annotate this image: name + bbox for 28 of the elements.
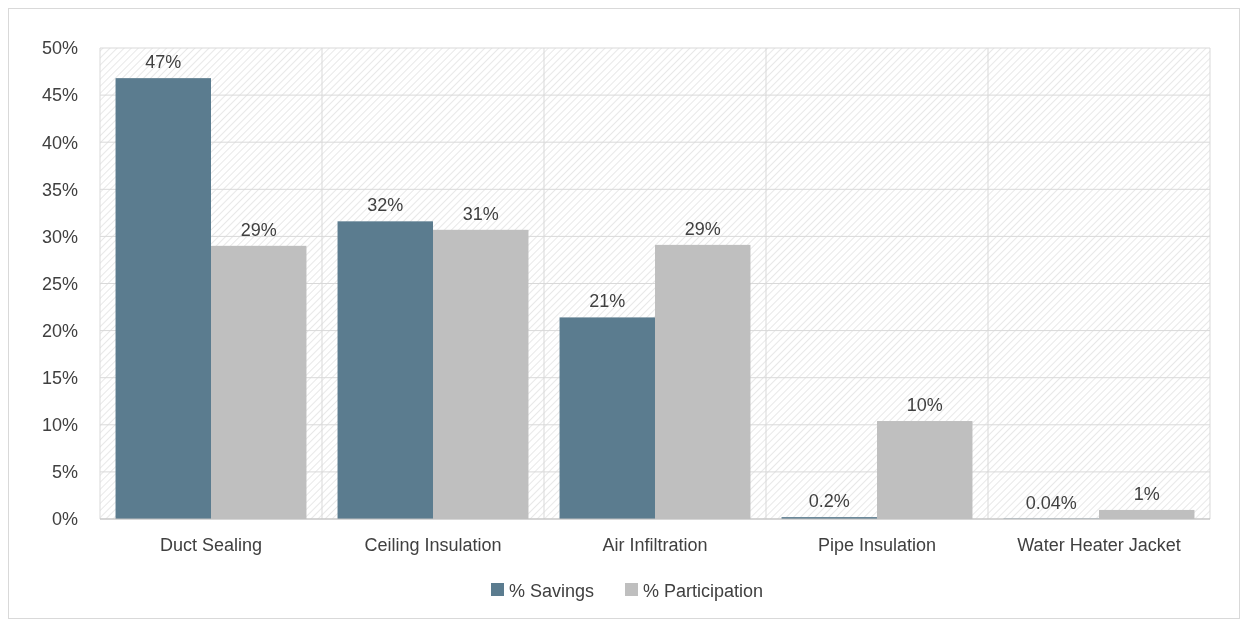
data-label: 31% [462,203,499,224]
data-label: 29% [240,219,277,240]
y-tick-label: 30% [41,226,78,247]
y-tick-label: 5% [51,462,78,483]
y-tick-label: 50% [41,38,78,59]
y-tick-label: 10% [41,415,78,436]
x-tick-label: Water Heater Jacket [1017,535,1181,555]
data-label: 47% [145,52,182,73]
y-tick-label: 40% [41,132,78,153]
y-tick-label: 20% [41,320,78,341]
data-label: 32% [367,195,404,216]
data-label: 10% [906,395,943,416]
data-label: 1% [1133,483,1160,504]
y-tick-label: 25% [41,273,78,294]
data-label: 21% [589,291,626,312]
data-label: 0.2% [808,491,850,512]
y-tick-label: 45% [41,85,78,106]
data-label: 0.04% [1025,492,1077,513]
y-tick-label: 0% [51,509,78,530]
y-tick-label: 15% [41,368,78,388]
legend-label: % Participation [643,581,764,602]
y-tick-label: 35% [41,179,78,200]
x-tick-label: Duct Sealing [159,535,263,555]
x-tick-label: Pipe Insulation [817,535,937,555]
data-label: 29% [684,218,721,239]
x-tick-label: Ceiling Insulation [364,535,502,555]
legend-label: % Savings [509,581,595,602]
x-tick-label: Air Infiltration [602,535,708,555]
